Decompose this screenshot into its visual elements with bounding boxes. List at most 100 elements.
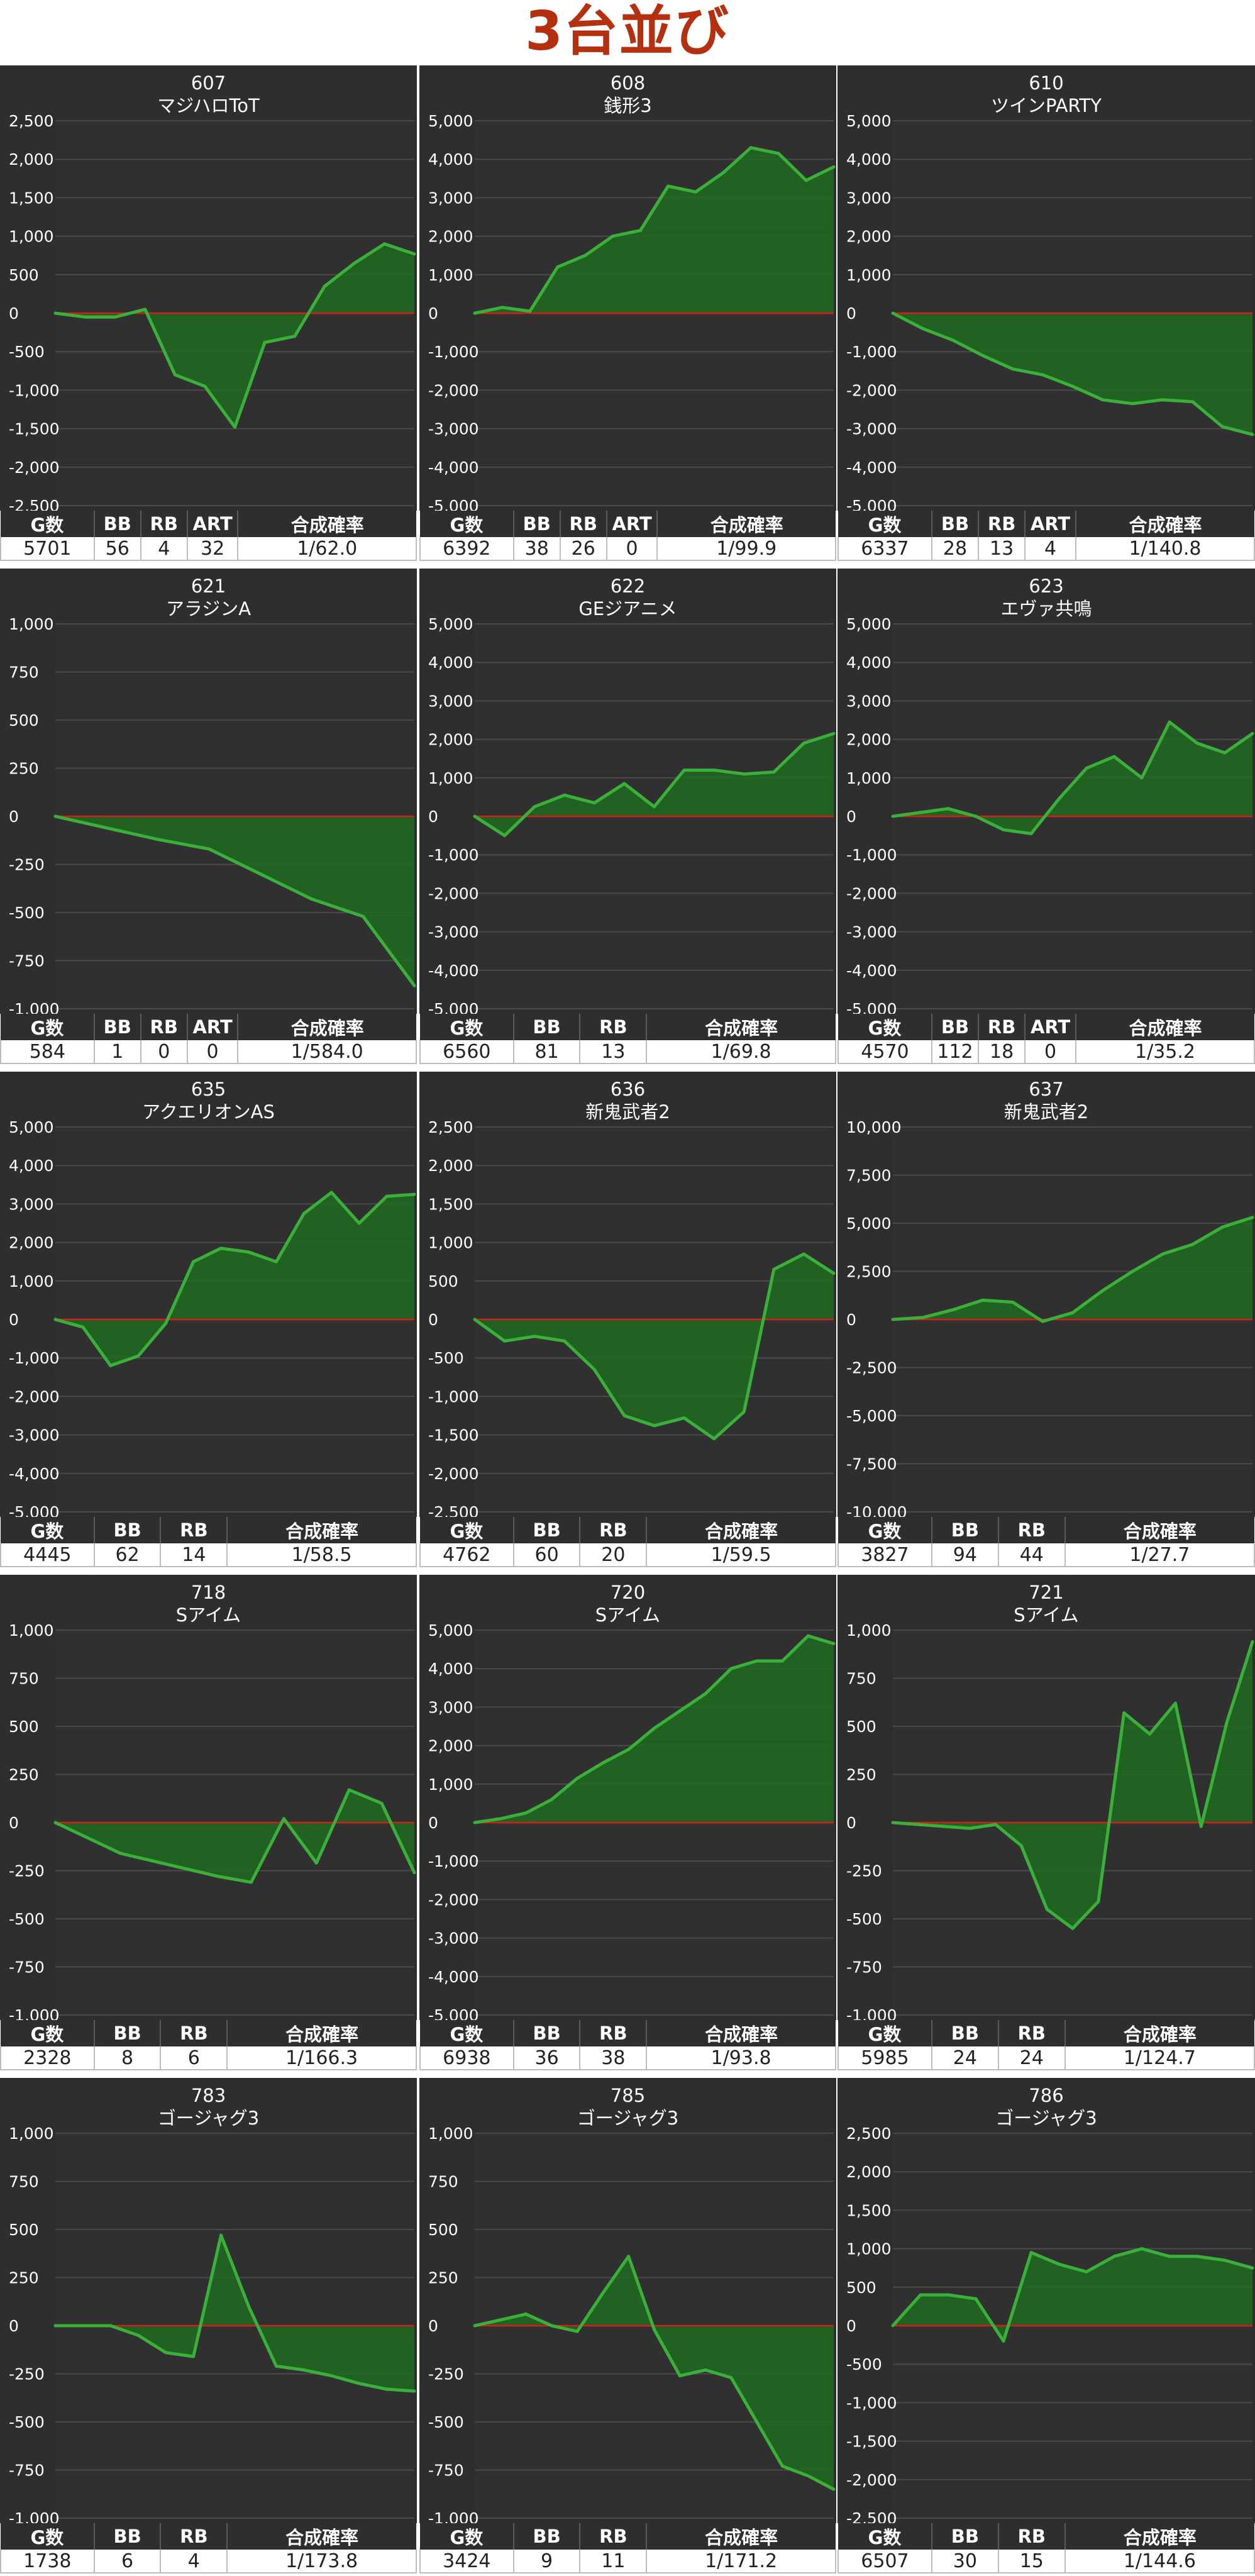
table-header-cell: RB [997,2020,1065,2046]
table-cell: 4 [140,537,188,561]
table-cell: 24 [931,2046,999,2070]
data-point [772,1267,776,1271]
table-cell: 26 [559,537,607,561]
data-point [1057,797,1061,801]
data-point [250,1880,253,1884]
data-point [164,1321,168,1325]
chart-number: 635 [191,1079,226,1100]
y-tick-label: -250 [9,856,45,874]
chart-name: 新鬼武者2 [1004,1101,1088,1123]
chart-number: 720 [611,1582,645,1603]
y-tick-label: -1,000 [428,2509,479,2523]
data-point [1097,1900,1100,1903]
chart-panel-621: 621 アラジンA 1,000 750 500 250 0 -250 -500 -750 -1,00… [0,569,417,1064]
data-point [755,1659,759,1663]
data-point [601,1761,605,1765]
table-header-cell: RB [997,1517,1065,1543]
y-tick-label: -4,000 [846,962,897,980]
chart-name: ゴージャグ3 [995,2107,1097,2129]
data-point [81,1325,85,1329]
data-point [780,1659,784,1663]
y-tick-label: 5,000 [428,112,473,130]
data-point [310,897,314,901]
data-point [917,1823,921,1826]
series-line [474,146,835,315]
table-cell: 60 [512,1543,581,1567]
chart-number: 786 [1029,2085,1063,2106]
y-tick-label: -3,000 [428,420,479,438]
data-point [53,1821,57,1824]
data-point [219,1246,223,1250]
series-area [475,733,834,836]
data-point [802,1252,805,1256]
y-tick-label: -500 [9,1910,45,1928]
table-header-cell: RB [160,2523,228,2550]
table-header-cell: G数 [1,1517,94,1543]
table-header-cell: G数 [838,2020,932,2046]
y-tick-label: -3,000 [846,420,897,438]
table-header-cell: BB [931,1517,998,1543]
data-point [152,1859,155,1863]
stats-table: G数 BB RB ART 合成確率 584 1 0 0 1/584.0 [0,1014,417,1064]
chart-name: アラジンA [166,598,251,619]
table-header-cell: BB [512,511,560,537]
series-area [55,243,414,428]
table-cell: 8 [93,2046,162,2070]
y-tick-label: -1,000 [9,1349,60,1367]
data-point [951,338,954,342]
y-tick-label: 500 [9,1718,39,1736]
data-point [891,1821,895,1824]
data-point [592,1368,596,1372]
y-tick-label: -5,000 [846,1000,897,1014]
data-point [1045,1907,1049,1911]
table-header-cell: 合成確率 [1064,2020,1254,2046]
table-row: 6560 81 13 1/69.8 [419,1040,836,1064]
y-tick-label: 2,000 [428,731,473,749]
table-cell: 1738 [0,2550,95,2573]
table-header-cell: G数 [420,2523,514,2550]
y-tick-label: -1,000 [428,1387,479,1406]
y-tick-label: 1,000 [846,769,892,787]
y-tick-label: -2,000 [428,381,479,399]
y-tick-label: 1,000 [9,615,54,633]
table-cell: 1/27.7 [1064,1543,1255,1567]
data-point [473,311,477,315]
table-header-cell: G数 [1,1014,94,1040]
table-header-cell: G数 [838,1517,932,1543]
table-header-cell: 合成確率 [646,2523,836,2550]
table-header-cell: BB [93,1014,141,1040]
series-line [892,720,1254,835]
table-header-cell: RB [579,1014,647,1040]
data-point [173,373,177,377]
data-point [832,2487,836,2491]
chart-panel-623: 623 エヴァ共鳴 5,000 4,000 3,000 2,000 1,000 0 -1,000… [838,569,1255,1064]
data-point [1131,1270,1134,1273]
data-point [777,152,780,155]
table-cell: 112 [931,1040,980,1064]
chart-number: 610 [1029,72,1063,94]
table-cell: 11 [579,2550,648,2573]
data-point [729,2376,733,2380]
table-cell: 6507 [838,2550,932,2573]
series-area [55,1192,414,1366]
data-point [653,805,656,809]
data-point [806,1634,810,1638]
data-point [563,793,567,797]
chart-panel-636: 636 新鬼武者2 2,500 2,000 1,500 1,000 500 0 -500 -1,0… [419,1072,836,1567]
table-header-cell: 合成確率 [656,511,836,537]
data-point [53,2324,57,2328]
data-point [622,1414,626,1418]
data-point [1112,755,1116,758]
y-tick-label: 2,000 [9,1234,54,1252]
table-header-cell: BB [93,2523,161,2550]
y-tick-label: -500 [9,2413,45,2431]
y-tick-label: -2,000 [846,381,897,399]
y-tick-label: 0 [428,2317,438,2335]
data-point [119,1852,123,1855]
table-header-cell: 合成確率 [1064,2523,1254,2550]
data-point [891,311,895,315]
chart-name: GEジアニメ [578,598,677,619]
stats-table: G数 BB RB 合成確率 5985 24 24 1/124.7 [838,2020,1255,2070]
